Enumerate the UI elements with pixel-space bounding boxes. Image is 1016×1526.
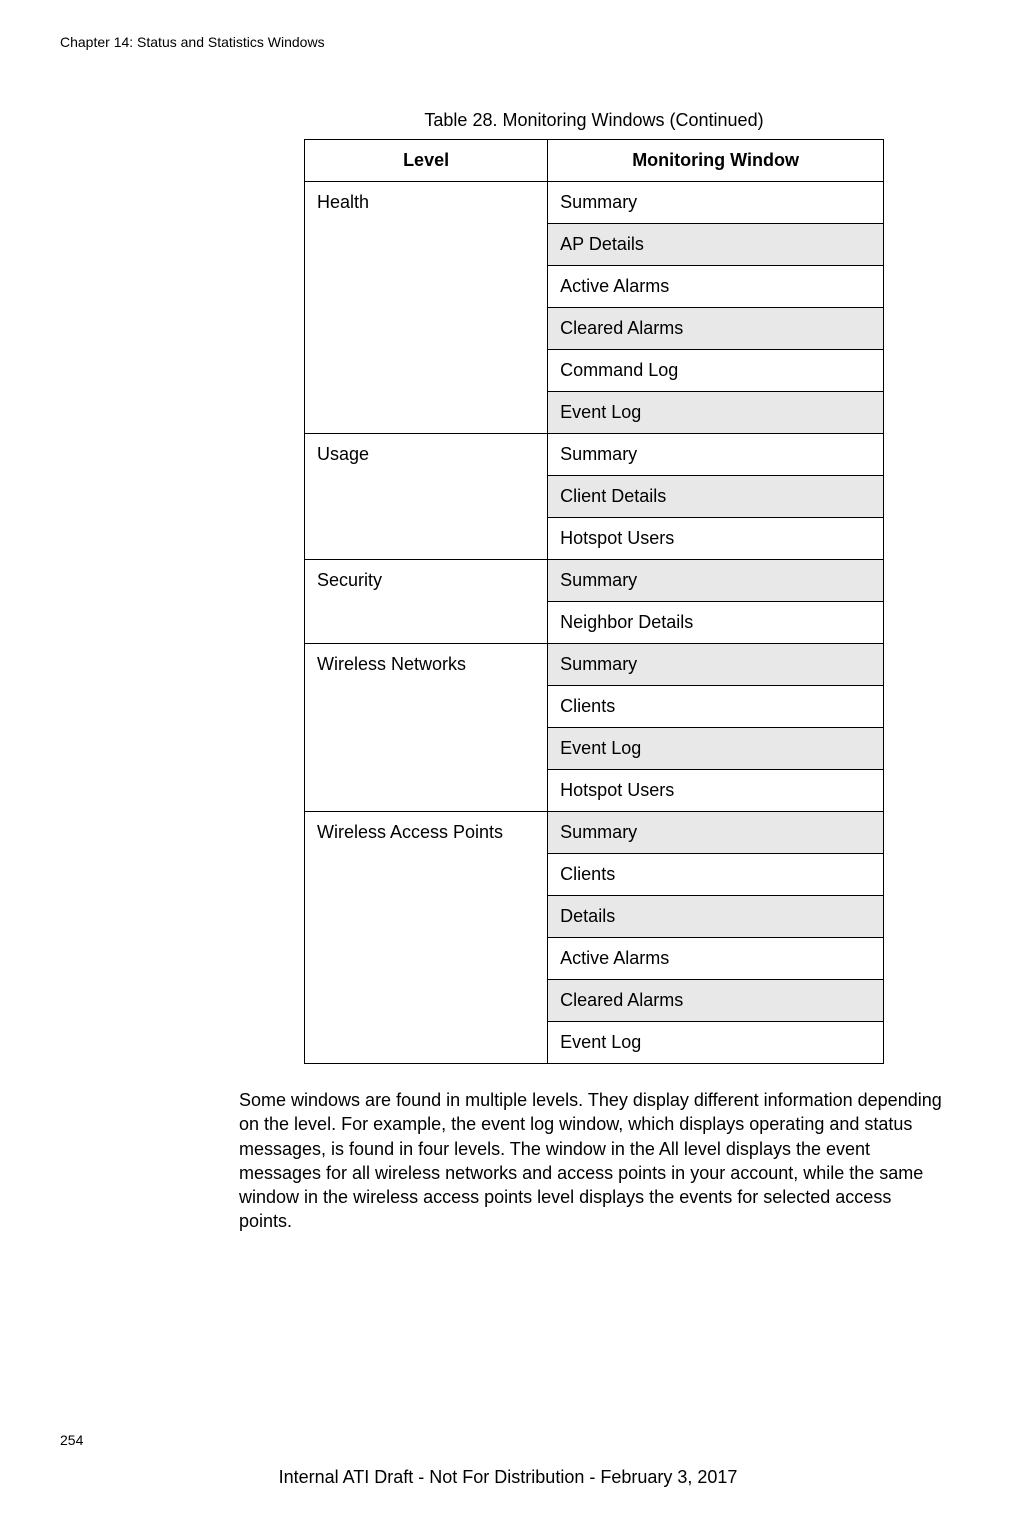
footer-notice: Internal ATI Draft - Not For Distributio… <box>0 1467 1016 1488</box>
window-cell: Hotspot Users <box>548 518 884 560</box>
window-cell: Hotspot Users <box>548 770 884 812</box>
header-window: Monitoring Window <box>548 140 884 182</box>
window-cell: Client Details <box>548 476 884 518</box>
window-cell: AP Details <box>548 224 884 266</box>
window-cell: Event Log <box>548 392 884 434</box>
level-cell: Usage <box>305 434 548 560</box>
level-cell: Wireless Networks <box>305 644 548 812</box>
chapter-header: Chapter 14: Status and Statistics Window… <box>60 34 325 50</box>
table-header-row: Level Monitoring Window <box>305 140 884 182</box>
table-row: HealthSummary <box>305 182 884 224</box>
level-cell: Wireless Access Points <box>305 812 548 1064</box>
window-cell: Summary <box>548 812 884 854</box>
window-cell: Cleared Alarms <box>548 980 884 1022</box>
window-cell: Summary <box>548 182 884 224</box>
table-row: SecuritySummary <box>305 560 884 602</box>
table-row: UsageSummary <box>305 434 884 476</box>
window-cell: Summary <box>548 644 884 686</box>
table-row: Wireless NetworksSummary <box>305 644 884 686</box>
window-cell: Active Alarms <box>548 266 884 308</box>
main-content: Table 28. Monitoring Windows (Continued)… <box>234 110 954 1234</box>
window-cell: Details <box>548 896 884 938</box>
header-level: Level <box>305 140 548 182</box>
page-number: 254 <box>60 1432 83 1448</box>
window-cell: Clients <box>548 854 884 896</box>
window-cell: Summary <box>548 434 884 476</box>
table-caption: Table 28. Monitoring Windows (Continued) <box>234 110 954 131</box>
window-cell: Clients <box>548 686 884 728</box>
table-row: Wireless Access PointsSummary <box>305 812 884 854</box>
window-cell: Summary <box>548 560 884 602</box>
window-cell: Cleared Alarms <box>548 308 884 350</box>
window-cell: Event Log <box>548 728 884 770</box>
body-paragraph: Some windows are found in multiple level… <box>234 1088 954 1234</box>
window-cell: Active Alarms <box>548 938 884 980</box>
window-cell: Neighbor Details <box>548 602 884 644</box>
window-cell: Command Log <box>548 350 884 392</box>
level-cell: Health <box>305 182 548 434</box>
window-cell: Event Log <box>548 1022 884 1064</box>
level-cell: Security <box>305 560 548 644</box>
monitoring-windows-table: Level Monitoring Window HealthSummaryAP … <box>304 139 884 1064</box>
